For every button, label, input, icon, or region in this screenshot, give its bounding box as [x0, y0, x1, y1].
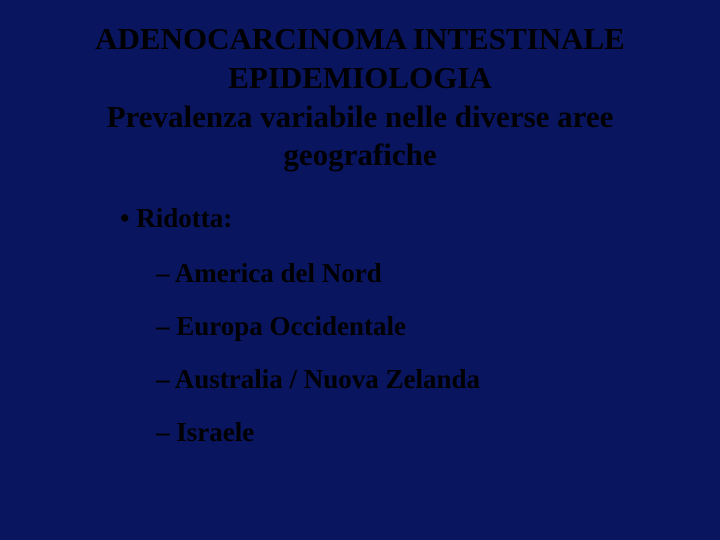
- bullet-level-2-item-1: America del Nord: [120, 258, 690, 289]
- bullet-level-2-text-3: Australia / Nuova Zelanda: [175, 364, 480, 394]
- title-line-2: EPIDEMIOLOGIA: [30, 59, 690, 98]
- slide-container: ADENOCARCINOMA INTESTINALE EPIDEMIOLOGIA…: [0, 0, 720, 540]
- title-line-4: geografiche: [30, 136, 690, 175]
- bullet-level-1: Ridotta:: [120, 203, 690, 234]
- bullet-level-1-text: Ridotta:: [136, 203, 232, 233]
- bullet-level-2-item-2: Europa Occidentale: [120, 311, 690, 342]
- bullet-level-2-item-4: Israele: [120, 417, 690, 448]
- title-line-3: Prevalenza variabile nelle diverse aree: [30, 98, 690, 137]
- bullet-level-2-text-2: Europa Occidentale: [176, 311, 406, 341]
- bullet-level-2-text-1: America del Nord: [175, 258, 382, 288]
- bullet-level-2-text-4: Israele: [176, 417, 254, 447]
- bullet-list: Ridotta: America del Nord Europa Occiden…: [30, 203, 690, 448]
- slide-title-block: ADENOCARCINOMA INTESTINALE EPIDEMIOLOGIA…: [30, 20, 690, 175]
- title-line-1: ADENOCARCINOMA INTESTINALE: [30, 20, 690, 59]
- bullet-level-2-item-3: Australia / Nuova Zelanda: [120, 364, 690, 395]
